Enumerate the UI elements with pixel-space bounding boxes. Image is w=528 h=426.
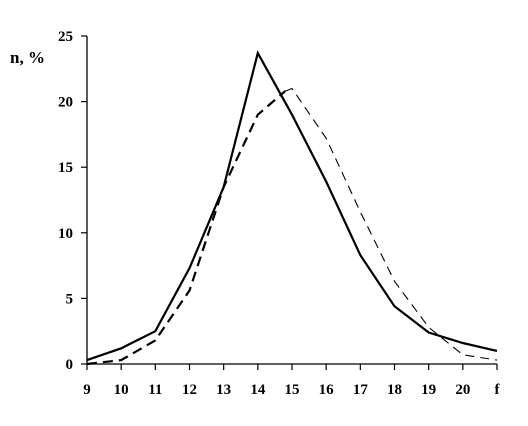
- x-tick-label: 16: [319, 382, 335, 398]
- axes: [86, 36, 497, 365]
- x-tick-label: 15: [285, 382, 300, 398]
- x-tick-label: 19: [421, 382, 436, 398]
- x-tick-label: 9: [83, 382, 91, 398]
- x-tick-label: 17: [353, 382, 369, 398]
- series-line-3: [285, 87, 498, 361]
- y-tick-label: 25: [58, 29, 73, 45]
- x-axis-ticks: 9 10 11 12 13 14 15 16 17 18 19 20 f: [83, 364, 501, 398]
- x-tick-label: 13: [216, 382, 231, 398]
- x-tick-label: 12: [182, 382, 197, 398]
- y-tick-label: 20: [58, 95, 73, 111]
- x-tick-label: 14: [250, 382, 266, 398]
- y-tick-label: 10: [58, 226, 73, 242]
- x-tick-label: 10: [114, 382, 129, 398]
- series-layer: [86, 50, 498, 366]
- y-tick-label: 15: [58, 160, 73, 176]
- x-tick-label: 20: [455, 382, 470, 398]
- x-tick-label: 18: [387, 382, 402, 398]
- series-line-1: [86, 50, 498, 362]
- x-tick-label: 11: [148, 382, 162, 398]
- series-line-2: [86, 90, 286, 366]
- y-axis-ticks: 0 5 10 15 20 25: [58, 29, 87, 373]
- y-tick-label: 5: [66, 291, 74, 307]
- y-tick-label: 0: [66, 357, 74, 373]
- y-axis-title: n, %: [10, 48, 45, 67]
- x-tick-label: f: [495, 382, 501, 398]
